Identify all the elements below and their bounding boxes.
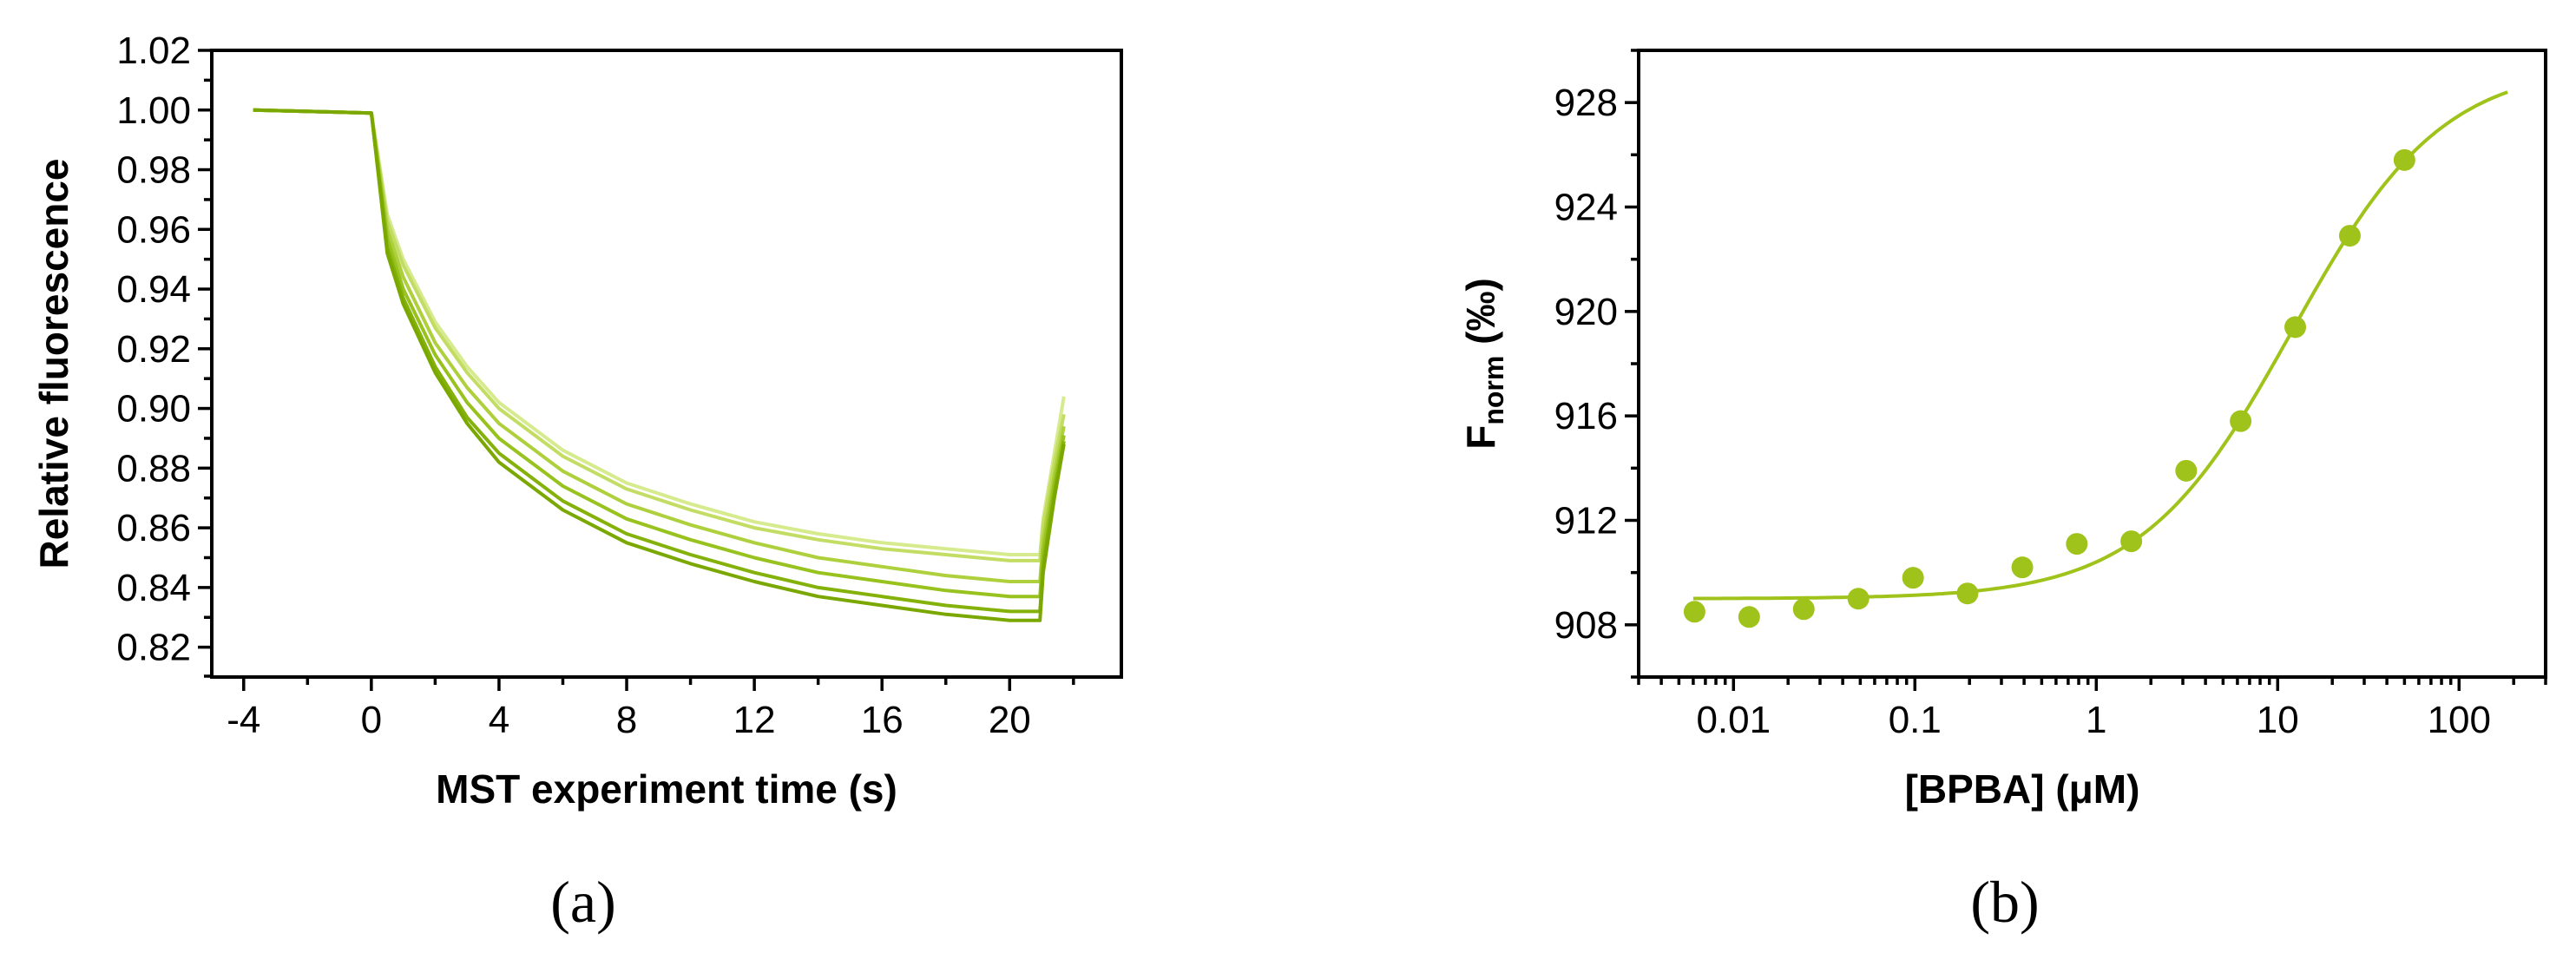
panel-b-y-tick-label: 928 — [1554, 82, 1618, 124]
panel-b-fit-group — [1692, 90, 2508, 601]
panel-b-data-point — [1956, 582, 1979, 605]
panel-a-x-tick-label: 4 — [489, 699, 509, 741]
panel-b-x-tick-label: 1 — [2086, 699, 2106, 741]
panel-a-x-tick-label: 16 — [861, 699, 904, 741]
panel-b-data-point — [1902, 567, 1924, 589]
panel-b-data-point — [2011, 556, 2034, 579]
panel-a-x-axis: -4 0 4 8 12 16 20 — [227, 677, 1075, 741]
panel-a-x-tick-label: 8 — [616, 699, 637, 741]
panel-b-x-tick-label: 10 — [2257, 699, 2299, 741]
panel-a-y-tick-label: 0.94 — [116, 268, 191, 311]
panel-a-series-line-1 — [253, 108, 1066, 622]
panel-b-chart: 0.01 0.1 1 10 100 908 912 916 920 924 928 [BPBA] … — [1458, 49, 2547, 935]
panel-a-x-tick-label: 0 — [361, 699, 382, 741]
panel-b-y-axis-title-sub: norm — [1478, 356, 1509, 425]
panel-a-plot-frame — [210, 49, 1123, 679]
panel-b-y-tick-label: 924 — [1554, 187, 1618, 229]
panel-b-y-axis: 908 912 916 920 924 928 — [1554, 49, 1639, 679]
panel-a-x-tick-label: -4 — [227, 699, 260, 741]
panel-a-y-axis-title: Relative fluorescence — [31, 158, 76, 569]
panel-b-data-point — [2230, 410, 2252, 432]
panel-b-y-tick-label: 912 — [1554, 500, 1618, 542]
panel-b-data-point — [2284, 316, 2307, 339]
panel-a-x-tick-label: 20 — [989, 699, 1031, 741]
panel-a-chart: -4 0 4 8 12 16 20 0.82 0.84 0.86 0.88 0.90 0.92 0.94… — [31, 30, 1123, 935]
panel-b-y-tick-label: 916 — [1554, 395, 1618, 437]
panel-b-data-point — [1792, 598, 1815, 621]
panel-b-y-axis-title-unit: (‰) — [1458, 278, 1503, 355]
panel-b-y-tick-label: 920 — [1554, 291, 1618, 333]
panel-a-y-axis: 0.82 0.84 0.86 0.88 0.90 0.92 0.94 0.96 0.98 1.00… — [116, 30, 212, 678]
panel-a-y-tick-label: 0.82 — [116, 627, 191, 669]
panel-a-y-tick-label: 1.00 — [116, 89, 191, 132]
panel-b-fit-curve — [1692, 90, 2508, 601]
panel-b-x-tick-label: 0.01 — [1696, 699, 1771, 741]
panel-b-data-point — [2066, 533, 2088, 556]
panel-b-data-point — [2338, 225, 2361, 247]
panel-a-series-line-2 — [253, 108, 1066, 614]
panel-b-data-point — [2175, 459, 2198, 482]
panel-a-y-tick-label: 0.84 — [116, 567, 191, 609]
panel-a-y-tick-label: 0.92 — [116, 328, 191, 371]
panel-b-y-axis-title: Fnorm (‰) — [1458, 278, 1509, 450]
panel-b-data-point — [1738, 606, 1760, 628]
panel-b-data-point — [2120, 530, 2143, 553]
panel-b-x-axis: 0.01 0.1 1 10 100 — [1637, 677, 2547, 741]
panel-a-series-line-4 — [253, 108, 1066, 583]
panel-b-points-group — [1683, 148, 2415, 628]
panel-b-y-tick-label: 908 — [1554, 604, 1618, 647]
panel-a-y-tick-label: 0.96 — [116, 208, 191, 251]
panel-b-x-tick-label: 0.1 — [1889, 699, 1942, 741]
panel-b-x-axis-title: [BPBA] (μM) — [1905, 766, 2140, 812]
panel-a-y-tick-label: 0.90 — [116, 388, 191, 431]
panel-b-data-point — [1683, 601, 1705, 623]
panel-a-label: (a) — [550, 869, 615, 935]
panel-a-y-tick-label: 1.02 — [116, 30, 191, 72]
panel-a-y-tick-label: 0.98 — [116, 149, 191, 192]
panel-b-data-point — [2393, 148, 2415, 171]
panel-a-x-tick-label: 12 — [733, 699, 776, 741]
panel-b-data-point — [1847, 588, 1870, 610]
panel-a-series-group — [253, 108, 1066, 622]
panel-b-label: (b) — [1970, 869, 2039, 935]
panel-a-y-tick-label: 0.86 — [116, 507, 191, 549]
panel-a-x-axis-title: MST experiment time (s) — [436, 766, 897, 812]
panel-b-plot-frame — [1637, 49, 2547, 679]
panel-a-series-line-6 — [253, 108, 1066, 556]
panel-b-y-axis-title-main: F — [1458, 425, 1503, 450]
panel-b-x-tick-label: 100 — [2428, 699, 2491, 741]
panel-a-series-line-3 — [253, 108, 1066, 599]
panel-a-y-tick-label: 0.88 — [116, 447, 191, 490]
